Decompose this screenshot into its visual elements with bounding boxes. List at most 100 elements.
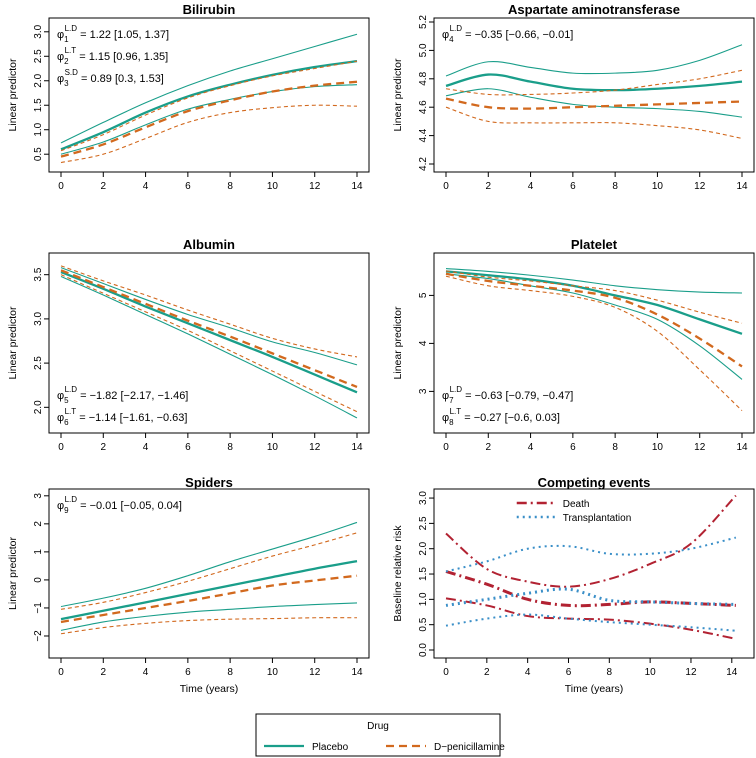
x-tick-label: 8 <box>612 442 618 453</box>
y-tick-label: 3.5 <box>33 267 44 281</box>
x-tick-label: 6 <box>570 442 576 453</box>
plot-frame <box>48 252 370 434</box>
d-penicillamine-lower-band <box>445 106 743 139</box>
x-tick-label: 4 <box>525 667 531 678</box>
y-tick-label: 3.0 <box>33 24 44 38</box>
coefficient-annotation: φ4 L.D = −0.35 [−0.66, −0.01] <box>442 24 573 44</box>
annotation-subscript: 6 <box>64 418 69 427</box>
y-tick-label: 3 <box>418 388 429 394</box>
x-tick-label: 12 <box>694 442 706 453</box>
x-tick-label: 4 <box>528 442 534 453</box>
y-tick-label: 2.0 <box>418 541 429 555</box>
y-tick-label: 1 <box>33 549 44 555</box>
annotation-symbol: φ <box>442 390 449 402</box>
annotation-symbol: φ <box>57 412 64 424</box>
x-tick-label: 6 <box>185 181 191 192</box>
x-tick-label: 12 <box>685 667 697 678</box>
annotation-superscript: L.T <box>65 407 77 416</box>
chart-title: Spiders <box>185 475 233 490</box>
coefficient-annotation: φ6 L.T = −1.14 [−1.61, −0.63] <box>57 407 187 427</box>
annotation-superscript: L.D <box>65 385 78 394</box>
annotation-subscript: 8 <box>449 418 454 427</box>
x-tick-label: 14 <box>736 181 748 192</box>
x-tick-label: 2 <box>484 667 490 678</box>
placebo-lower-band <box>60 602 358 631</box>
y-tick-label: 3.0 <box>418 491 429 505</box>
x-tick-label: 2 <box>486 181 492 192</box>
d-penicillamine-line <box>445 97 743 110</box>
annotation-value: = −1.14 [−1.61, −0.63] <box>76 412 187 424</box>
placebo-upper-band <box>60 267 358 366</box>
chart-title: Platelet <box>571 237 618 252</box>
y-axis-label: Linear predictor <box>7 306 19 379</box>
y-axis-label: Linear predictor <box>392 58 404 131</box>
annotation-subscript: 1 <box>64 35 69 44</box>
death-line <box>445 570 736 608</box>
annotation-value: = −0.35 [−0.66, −0.01] <box>462 29 573 41</box>
annotation-superscript: L.D <box>450 24 463 33</box>
y-tick-label: 0.0 <box>418 643 429 657</box>
d-penicillamine-line <box>60 80 358 158</box>
d-penicillamine-line <box>60 574 358 624</box>
x-tick-label: 8 <box>607 667 613 678</box>
x-tick-label: 12 <box>309 181 321 192</box>
x-tick-label: 4 <box>143 667 149 678</box>
y-tick-label: 5.0 <box>418 43 429 57</box>
y-tick-label: 4.6 <box>418 100 429 114</box>
x-tick-label: 8 <box>227 442 233 453</box>
transplantation-line <box>445 587 736 607</box>
x-tick-label: 0 <box>443 667 449 678</box>
x-tick-label: 14 <box>351 667 363 678</box>
placebo-line <box>445 270 743 335</box>
legend-label-death: Death <box>563 499 590 510</box>
x-tick-label: 10 <box>267 442 279 453</box>
y-tick-label: 4.4 <box>418 128 429 142</box>
y-tick-label: 0 <box>33 577 44 583</box>
x-tick-label: 10 <box>652 442 664 453</box>
x-tick-label: 2 <box>101 442 107 453</box>
d-penicillamine-lower-band <box>60 617 358 635</box>
x-tick-label: 8 <box>612 181 618 192</box>
y-axis-label: Baseline relative risk <box>392 525 404 622</box>
annotation-subscript: 9 <box>64 506 69 515</box>
placebo-lower-band <box>60 275 358 419</box>
x-axis-label: Time (years) <box>180 683 239 695</box>
annotation-subscript: 3 <box>64 79 69 88</box>
x-tick-label: 6 <box>185 667 191 678</box>
coefficient-annotation: φ5 L.D = −1.82 [−2.17, −1.46] <box>57 385 188 405</box>
chart-title: Competing events <box>538 475 651 490</box>
coefficient-annotation: φ9 L.D = −0.01 [−0.05, 0.04] <box>57 495 182 515</box>
chart-title: Albumin <box>183 237 235 252</box>
annotation-symbol: φ <box>57 73 64 85</box>
panel-competing-events: Competing events 0 2 4 6 8 10 12 14 0.0 0.5 1.0 1.5 2… <box>392 475 755 695</box>
annotation-value: = 1.22 [1.05, 1.37] <box>77 29 169 41</box>
d-penicillamine-upper-band <box>60 265 358 358</box>
x-tick-label: 4 <box>143 181 149 192</box>
x-tick-label: 14 <box>726 667 738 678</box>
x-tick-label: 14 <box>351 181 363 192</box>
y-tick-label: 2.5 <box>33 356 44 370</box>
panel-albumin: Albumin 0 2 4 6 8 10 12 14 2.0 2.5 3.0 3.5 Linear pre… <box>7 237 370 453</box>
x-tick-label: 8 <box>227 181 233 192</box>
y-tick-label: 1.0 <box>418 592 429 606</box>
y-tick-label: −1 <box>33 602 44 614</box>
x-tick-label: 10 <box>267 667 279 678</box>
death-lower-band <box>445 597 737 640</box>
x-tick-label: 0 <box>58 442 64 453</box>
transplantation-upper-band <box>445 536 737 573</box>
x-tick-label: 6 <box>566 667 572 678</box>
coefficient-annotation: φ1 L.D = 1.22 [1.05, 1.37] <box>57 24 169 44</box>
d-penicillamine-line <box>60 269 358 389</box>
placebo-line <box>60 270 358 394</box>
annotation-symbol: φ <box>57 51 64 63</box>
plot-frame <box>433 488 755 659</box>
annotation-symbol: φ <box>442 412 449 424</box>
chart-title: Aspartate aminotransferase <box>508 2 680 17</box>
annotation-symbol: φ <box>57 390 64 402</box>
y-tick-label: 2.0 <box>33 400 44 414</box>
y-tick-label: 2.0 <box>33 73 44 87</box>
y-tick-label: 5.2 <box>418 15 429 29</box>
annotation-superscript: L.T <box>450 407 462 416</box>
